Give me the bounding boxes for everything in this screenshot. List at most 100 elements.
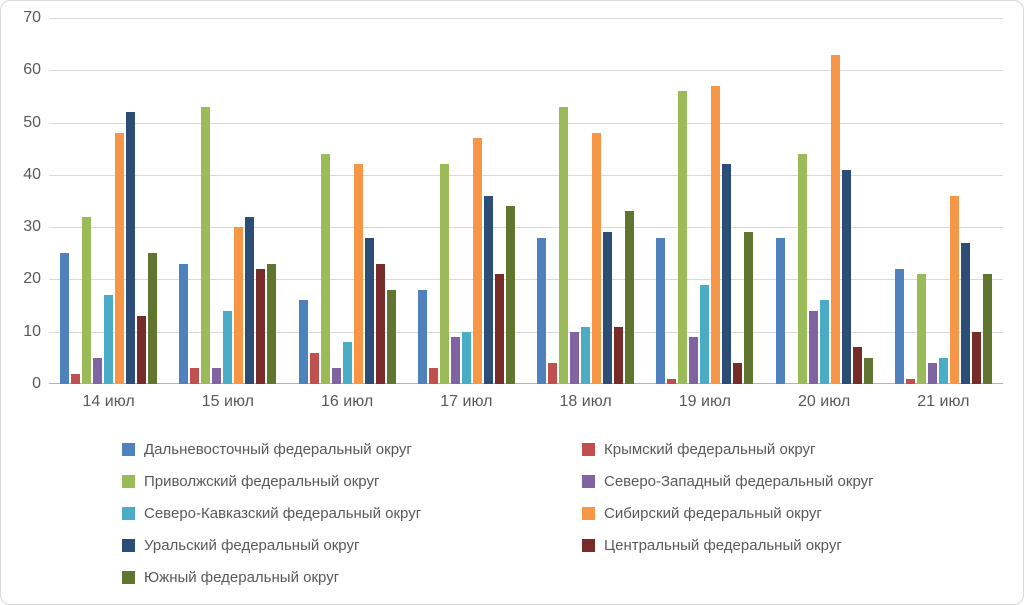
legend-label: Уральский федеральный округ <box>144 536 360 554</box>
bar-group-21-июл <box>884 18 1003 384</box>
y-tick-label: 0 <box>32 375 41 392</box>
x-axis-label: 16 июл <box>321 393 374 410</box>
bar <box>830 54 840 384</box>
bar-group-14-июл <box>49 18 168 384</box>
bar <box>722 164 732 384</box>
x-axis-label: 15 июл <box>201 393 254 410</box>
bar <box>570 331 580 384</box>
bar <box>689 336 699 384</box>
bar <box>417 289 427 384</box>
bar <box>201 106 211 384</box>
bar <box>331 368 341 384</box>
bar <box>614 326 624 384</box>
bars-layer <box>49 18 1003 384</box>
legend-item: Центральный федеральный округ <box>582 535 1002 555</box>
bar <box>104 295 114 384</box>
gridline <box>49 227 1003 229</box>
bar <box>494 274 504 384</box>
legend-swatch-icon <box>582 506 595 520</box>
bar <box>700 284 710 384</box>
bar <box>797 153 807 384</box>
bar <box>320 153 330 384</box>
legend-label: Северо-Западный федеральный округ <box>604 472 874 490</box>
bar <box>439 164 449 384</box>
bar <box>461 331 471 384</box>
bar <box>386 289 396 384</box>
bar <box>581 326 591 384</box>
bar <box>212 368 222 384</box>
legend-label: Центральный федеральный округ <box>604 536 842 554</box>
bar <box>808 310 818 384</box>
bar <box>137 316 147 384</box>
bar-group-20-июл <box>765 18 884 384</box>
bar <box>115 133 125 384</box>
gridline <box>49 70 1003 72</box>
legend-swatch-icon <box>122 570 135 584</box>
bar <box>126 112 136 384</box>
bar <box>267 263 277 384</box>
plot-area: 0 10 20 30 40 50 60 70 <box>23 10 1003 392</box>
bar <box>71 373 81 384</box>
legend-item: Дальневосточный федеральный округ <box>122 439 582 459</box>
x-axis-labels: 14 июл 15 июл 16 июл 17 июл 18 июл 19 июл 20 и… <box>49 393 1003 411</box>
y-tick-label: 60 <box>23 61 41 79</box>
bar <box>559 106 569 384</box>
x-axis-line <box>49 383 1003 384</box>
bar <box>364 237 374 384</box>
legend-item: Северо-Кавказский федеральный округ <box>122 503 582 523</box>
legend-item: Северо-Западный федеральный округ <box>582 471 1002 491</box>
bar <box>949 195 959 384</box>
x-axis-label: 17 июл <box>440 393 493 410</box>
y-tick-label: 70 <box>23 9 41 26</box>
legend-swatch-icon <box>582 442 595 456</box>
bar <box>353 164 363 384</box>
legend-swatch-icon <box>582 474 595 488</box>
bar-group-15-июл <box>168 18 287 384</box>
bar <box>309 352 319 384</box>
bar <box>592 133 602 384</box>
gridline <box>49 331 1003 333</box>
legend-swatch-icon <box>122 442 135 456</box>
bar <box>894 268 904 384</box>
bar <box>537 237 547 384</box>
bar <box>656 237 666 384</box>
x-axis-label: 20 июл <box>798 393 851 410</box>
bar <box>905 378 915 384</box>
bar <box>148 253 158 384</box>
bar <box>223 310 233 384</box>
bar <box>916 274 926 384</box>
bar <box>472 138 482 384</box>
bar <box>483 195 493 384</box>
y-tick-label: 30 <box>23 218 41 236</box>
bar <box>733 363 743 384</box>
legend-swatch-icon <box>582 538 595 552</box>
gridline <box>49 279 1003 281</box>
bar <box>82 216 92 384</box>
legend-label: Приволжский федеральный округ <box>144 472 380 490</box>
legend-label: Северо-Кавказский федеральный округ <box>144 504 422 522</box>
x-axis-label: 14 июл <box>82 393 135 410</box>
bar <box>744 232 754 384</box>
bar <box>450 336 460 384</box>
bar <box>298 300 308 384</box>
bar <box>841 169 851 384</box>
legend-label: Дальневосточный федеральный округ <box>144 440 412 458</box>
x-axis-label: 18 июл <box>559 393 612 410</box>
gridline <box>49 18 1003 19</box>
x-axis-label: 21 июл <box>917 393 970 410</box>
legend-label: Южный федеральный округ <box>144 568 340 586</box>
x-axis-label: 19 июл <box>678 393 731 410</box>
legend-swatch-icon <box>122 474 135 488</box>
legend-swatch-icon <box>122 506 135 520</box>
bar-group-19-июл <box>645 18 764 384</box>
bar-group-17-июл <box>407 18 526 384</box>
legend-item: Приволжский федеральный округ <box>122 471 582 491</box>
bar <box>428 368 438 384</box>
chart-legend: Дальневосточный федеральный округ Крымски… <box>122 439 1002 587</box>
bar <box>667 378 677 384</box>
bar <box>179 263 189 384</box>
bar <box>819 300 829 384</box>
y-tick-label: 50 <box>23 113 41 131</box>
gridline <box>49 174 1003 176</box>
bar <box>93 357 103 384</box>
